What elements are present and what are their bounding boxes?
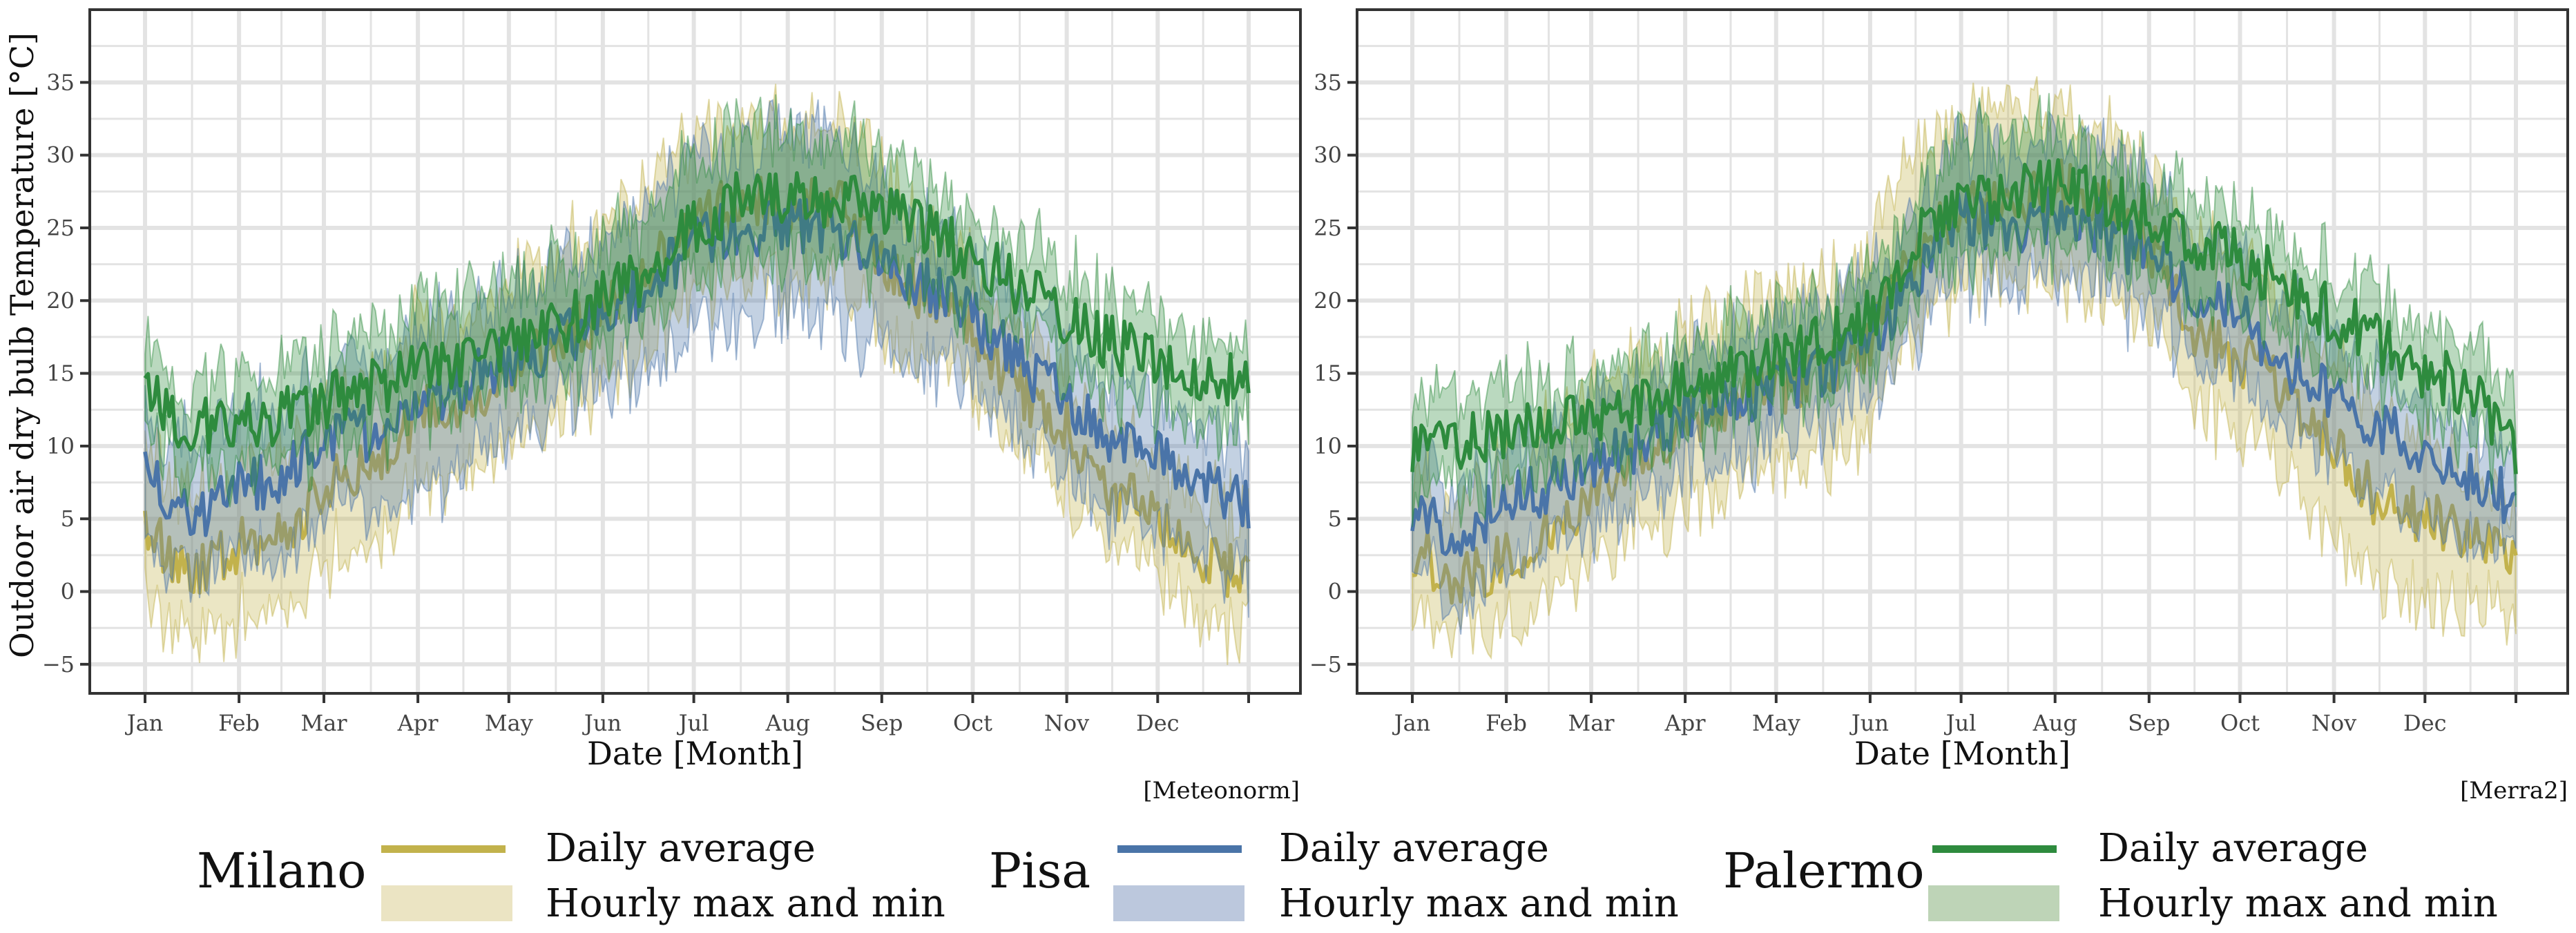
y-tick-label: 25	[46, 215, 75, 241]
series-line-palermo	[143, 171, 1251, 454]
x-axis-title: Date [Month]	[1854, 735, 2070, 772]
x-tick-label: Dec	[2403, 710, 2447, 736]
x-tick-label: May	[485, 710, 533, 736]
y-tick-label: 25	[1314, 215, 1342, 241]
y-tick-label: 10	[46, 433, 75, 459]
band-pisa	[144, 99, 1249, 618]
x-tick-label: Mar	[300, 710, 347, 736]
legend-label-pisa-avg: Daily average	[1279, 826, 1549, 871]
legend-swatch-palermo-band	[1928, 885, 2059, 921]
legend-swatch-pisa-line	[1117, 845, 1242, 853]
x-tick-label: Jul	[677, 710, 709, 736]
y-tick-label: 35	[46, 69, 75, 95]
y-axis-title: Outdoor air dry bulb Temperature [°C]	[3, 32, 41, 658]
x-tick-label: Jun	[582, 710, 622, 736]
y-tick-label: 5	[61, 506, 75, 532]
legend-swatch-milano-line	[381, 845, 506, 853]
panel-merra2: −5 0 5 10 15 20 25 30 35 Jan Feb Mar Apr May Jun Jul Aug…	[1309, 8, 2569, 805]
y-tick-label: 15	[46, 360, 75, 387]
source-caption: [Meteonorm]	[1143, 777, 1300, 805]
y-tick-label: 15	[1314, 360, 1342, 387]
y-tick-label: 20	[1314, 287, 1342, 314]
x-tick-label: Oct	[953, 710, 992, 736]
y-tick-label: 30	[46, 142, 75, 169]
x-tick-label: Dec	[1136, 710, 1180, 736]
x-tick-label: Jan	[1392, 710, 1431, 736]
y-tick-label: 0	[1328, 579, 1342, 605]
legend: Milano Daily average Hourly max and min …	[197, 826, 2498, 926]
legend-label-pisa-band: Hourly max and min	[1279, 881, 1679, 926]
x-tick-label: Aug	[765, 710, 810, 736]
legend-label-milano-band: Hourly max and min	[546, 881, 945, 926]
x-axis-title: Date [Month]	[587, 735, 803, 772]
x-tick-label: Apr	[1664, 710, 1707, 736]
legend-label-milano-avg: Daily average	[546, 826, 816, 871]
x-tick-label: Jan	[125, 710, 164, 736]
series-line-pisa	[1410, 186, 2517, 557]
x-tick-label: Jul	[1944, 710, 1977, 736]
legend-label-palermo-band: Hourly max and min	[2098, 881, 2498, 926]
y-tick-label: −5	[1309, 651, 1342, 677]
x-tick-label: Sep	[2128, 710, 2170, 736]
legend-city-palermo: Palermo	[1723, 843, 1924, 899]
x-tick-label: Feb	[1486, 710, 1527, 736]
x-tick-label: Nov	[1044, 710, 1089, 736]
series-line-pisa	[143, 198, 1251, 537]
x-tick-label: May	[1752, 710, 1800, 736]
x-tick-label: Nov	[2311, 710, 2356, 736]
x-tick-label: Aug	[2032, 710, 2077, 736]
x-tick-label: Mar	[1568, 710, 1615, 736]
series-line-milano	[143, 175, 1251, 598]
y-tick-label: −5	[42, 651, 75, 677]
legend-swatch-palermo-line	[1932, 845, 2057, 853]
y-tick-label: 0	[61, 579, 75, 605]
series-line-palermo	[1410, 158, 2518, 474]
legend-label-palermo-avg: Daily average	[2098, 826, 2368, 871]
y-tick-label: 30	[1314, 142, 1342, 169]
x-tick-label: Oct	[2220, 710, 2260, 736]
x-tick-label: Jun	[1849, 710, 1889, 736]
panel-meteonorm: −5 0 5 10 15 20 25 30 35 Jan Feb Mar Apr May Jun Jul Aug…	[42, 8, 1302, 805]
legend-swatch-pisa-band	[1113, 885, 1244, 921]
legend-city-milano: Milano	[197, 843, 366, 899]
band-palermo	[1412, 93, 2517, 528]
y-tick-label: 5	[1328, 506, 1342, 532]
x-tick-label: Sep	[861, 710, 903, 736]
x-tick-label: Apr	[397, 710, 439, 736]
legend-city-pisa: Pisa	[989, 843, 1090, 899]
y-tick-label: 20	[46, 287, 75, 314]
legend-swatch-milano-band	[381, 885, 512, 921]
y-tick-label: 35	[1314, 69, 1342, 95]
x-tick-label: Feb	[218, 710, 260, 736]
source-caption: [Merra2]	[2460, 777, 2568, 805]
band-milano	[1412, 76, 2517, 660]
y-tick-label: 10	[1314, 433, 1342, 459]
